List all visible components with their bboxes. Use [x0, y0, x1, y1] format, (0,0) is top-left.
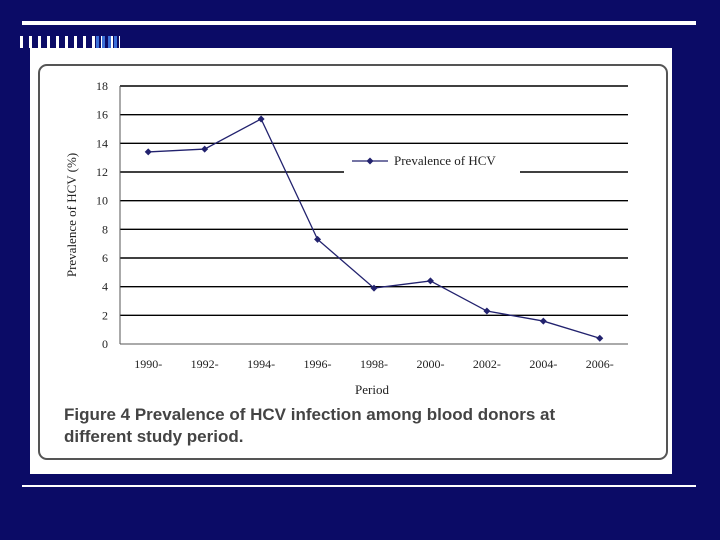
- y-tick-label: 14: [96, 136, 108, 150]
- y-tick-label: 12: [96, 165, 108, 179]
- caption-line-1: Figure 4 Prevalence of HCV infection amo…: [64, 405, 556, 424]
- x-tick-label: 1992-: [191, 357, 219, 371]
- x-tick-label: 2002-: [473, 357, 501, 371]
- x-tick-label: 1990-: [134, 357, 162, 371]
- data-point: [144, 148, 152, 156]
- x-tick-label: 2004-: [529, 357, 557, 371]
- data-point: [257, 115, 265, 123]
- decorative-stripes-accent: [96, 36, 120, 48]
- data-point: [483, 307, 491, 315]
- grid-layer: [120, 85, 628, 317]
- y-tick-label: 18: [96, 79, 108, 93]
- axis-layer: 0 2 4 6 8 10 12 14 16 18 1990- 1992- 1994- 1996- 1998-…: [96, 79, 628, 371]
- y-tick-label: 0: [102, 337, 108, 351]
- x-tick-label: 2006-: [586, 357, 614, 371]
- decorative-stripes: [20, 36, 120, 48]
- bottom-rule: [22, 485, 696, 487]
- y-tick-label: 16: [96, 108, 108, 122]
- top-rule: [22, 21, 696, 25]
- x-tick-label: 2000-: [416, 357, 444, 371]
- data-point: [539, 317, 547, 325]
- figure-frame: [38, 64, 668, 460]
- y-tick-label: 10: [96, 194, 108, 208]
- y-tick-label: 4: [102, 280, 108, 294]
- x-axis-title: Period: [355, 382, 389, 397]
- caption-line-2: different study period.: [64, 427, 244, 446]
- data-point: [596, 334, 604, 342]
- y-axis-title: Prevalence of HCV (%): [64, 153, 79, 277]
- series-layer: [144, 115, 604, 342]
- y-tick-label: 6: [102, 251, 108, 265]
- legend-marker: [366, 157, 374, 165]
- y-tick-label: 2: [102, 308, 108, 322]
- y-tick-label: 8: [102, 222, 108, 236]
- data-point: [314, 235, 322, 243]
- x-tick-label: 1996-: [304, 357, 332, 371]
- data-point: [370, 284, 378, 292]
- figure-caption: Figure 4 Prevalence of HCV infection amo…: [64, 404, 644, 448]
- data-point: [201, 145, 209, 153]
- x-tick-label: 1994-: [247, 357, 275, 371]
- x-tick-label: 1998-: [360, 357, 388, 371]
- legend-label: Prevalence of HCV: [394, 153, 496, 168]
- legend: Prevalence of HCV: [344, 149, 520, 173]
- data-point: [426, 277, 434, 285]
